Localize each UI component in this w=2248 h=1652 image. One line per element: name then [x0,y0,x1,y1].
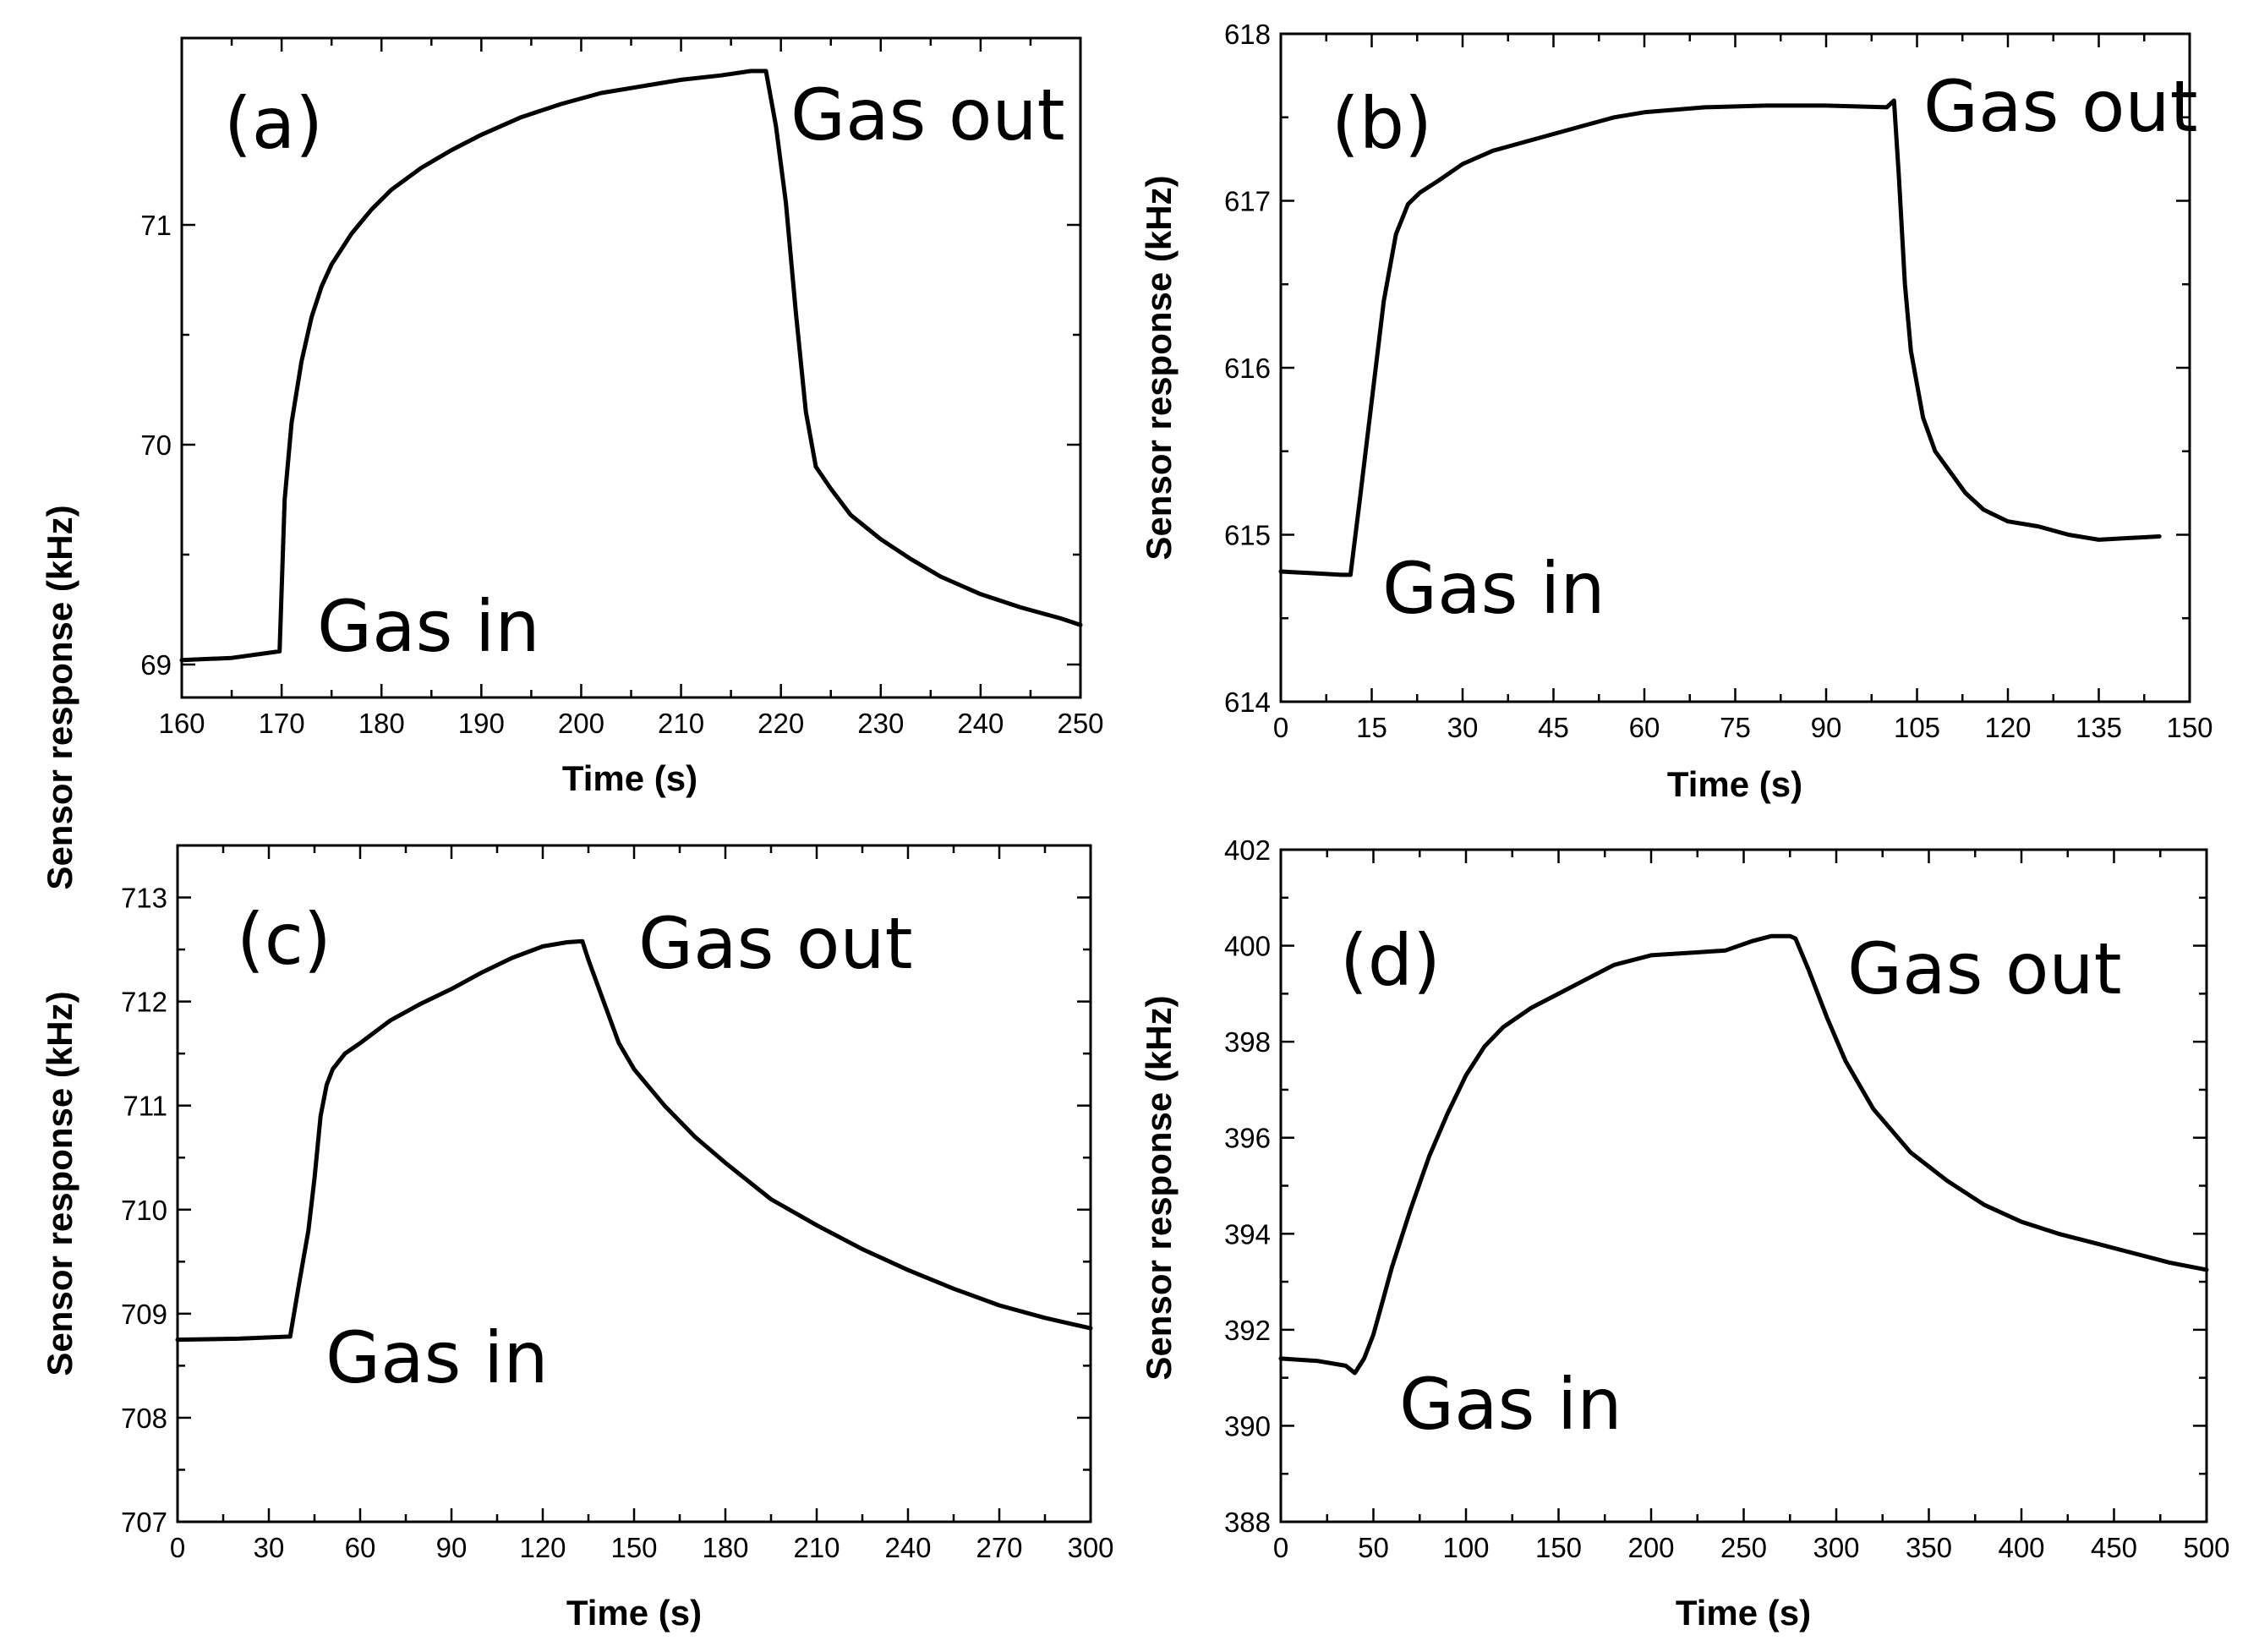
y-tick-label: 394 [1224,1218,1271,1250]
y-tick-label: 70 [140,429,172,461]
panel-c: 0 30 60 90 120 150 180 210 240 270 300 707 708 709 710… [40,844,1114,1633]
x-tick-label: 220 [758,708,804,739]
y-tick-label: 707 [121,1507,167,1538]
y-tick-label: 392 [1224,1315,1271,1346]
x-axis-title: Time (s) [566,1593,702,1633]
ticks-layer: 160 170 180 190 200 210 220 230 240 250 69 70 71 [140,38,1104,739]
y-tick-label: 400 [1224,931,1271,962]
annotation-gas-out: Gas out [790,74,1065,156]
series-line-response [175,938,1093,1343]
series-line-response [179,68,1083,663]
x-tick-label: 400 [1998,1532,2044,1563]
x-tick-label: 250 [1720,1532,1767,1563]
annotation-gas-out: Gas out [1847,927,2122,1010]
x-tick-label: 150 [1535,1532,1582,1563]
y-tick-label: 396 [1224,1123,1271,1154]
x-tick-label: 230 [857,708,904,739]
panel-tag: (c) [237,898,331,981]
y-tick-label: 618 [1224,19,1271,50]
panel-d: 0 50 100 150 200 250 300 350 400 450 500 388 390 392 3… [1139,834,2230,1633]
ticks-layer: 0 30 60 90 120 150 180 210 240 270 300 707 708 709 710… [121,845,1114,1563]
x-axis-title: Time (s) [1667,764,1802,804]
x-tick-label: 50 [1358,1532,1389,1563]
y-tick-label: 712 [121,987,167,1018]
y-tick-label: 711 [123,1091,167,1122]
y-tick-label: 713 [121,883,167,914]
x-tick-label: 30 [254,1532,285,1563]
x-tick-label: 240 [957,708,1004,739]
x-tick-label: 300 [1813,1532,1859,1563]
x-tick-label: 60 [1629,712,1660,743]
y-tick-label: 390 [1224,1410,1271,1441]
panel-b: 0 15 30 45 60 75 90 105 120 135 150 614 615 616 617 618… [1139,19,2213,804]
y-tick-label: 615 [1224,520,1271,551]
x-tick-label: 90 [1811,712,1842,743]
series-line-response [1278,933,2209,1376]
x-tick-label: 200 [1627,1532,1674,1563]
annotation-gas-in: Gas in [1382,547,1605,630]
x-tick-label: 350 [1906,1532,1952,1563]
x-tick-label: 75 [1720,712,1751,743]
x-axis-title: Time (s) [1676,1593,1811,1633]
annotation-gas-out: Gas out [1923,65,2198,148]
annotation-gas-in: Gas in [325,1316,549,1399]
panel-a: 160 170 180 190 200 210 220 230 240 250 69 70 71 Tim… [40,36,1104,890]
x-tick-label: 250 [1057,708,1103,739]
x-tick-label: 300 [1067,1532,1113,1563]
annotation-gas-in: Gas in [317,585,540,668]
y-axis-title: Sensor response (kHz) [1139,995,1179,1380]
y-tick-label: 709 [121,1299,167,1330]
x-tick-label: 15 [1356,712,1387,743]
x-tick-label: 150 [610,1532,657,1563]
x-tick-label: 105 [1894,712,1940,743]
annotation-gas-in: Gas in [1399,1363,1622,1446]
y-axis-title: Sensor response (kHz) [40,505,79,889]
x-tick-label: 90 [436,1532,468,1563]
panel-tag: (a) [224,82,323,165]
x-tick-label: 150 [2166,712,2212,743]
x-tick-label: 135 [2076,712,2122,743]
x-tick-label: 240 [884,1532,931,1563]
x-axis-title: Time (s) [562,758,697,798]
y-tick-label: 614 [1224,687,1271,718]
x-tick-label: 30 [1447,712,1479,743]
x-tick-label: 270 [976,1532,1022,1563]
ticks-layer: 0 50 100 150 200 250 300 350 400 450 500 388 390 392 3… [1224,834,2230,1563]
panel-tag: (d) [1340,919,1441,1002]
y-axis-title: Sensor response (kHz) [1139,175,1179,560]
y-tick-label: 398 [1224,1026,1271,1058]
x-tick-label: 170 [259,708,305,739]
x-tick-label: 450 [2091,1532,2137,1563]
y-tick-label: 710 [121,1195,167,1226]
y-tick-label: 402 [1224,834,1271,866]
panel-tag: (b) [1332,82,1432,165]
x-tick-label: 120 [1984,712,2031,743]
x-tick-label: 0 [1273,712,1288,743]
x-tick-label: 100 [1442,1532,1489,1563]
series-line-response [1278,98,2162,577]
y-tick-label: 69 [140,649,172,681]
y-tick-label: 617 [1224,186,1271,217]
x-tick-label: 180 [358,708,405,739]
x-tick-label: 0 [170,1532,185,1563]
x-tick-label: 190 [458,708,505,739]
y-tick-label: 388 [1224,1507,1271,1538]
y-axis-title: Sensor response (kHz) [40,991,79,1376]
annotation-gas-out: Gas out [638,902,913,985]
x-tick-label: 210 [793,1532,840,1563]
y-tick-label: 71 [140,210,172,241]
x-tick-label: 500 [2183,1532,2229,1563]
x-tick-label: 120 [519,1532,566,1563]
x-tick-label: 210 [658,708,704,739]
x-tick-label: 45 [1538,712,1569,743]
y-tick-label: 708 [121,1403,167,1434]
x-tick-label: 160 [158,708,205,739]
x-tick-label: 180 [702,1532,748,1563]
x-tick-label: 0 [1273,1532,1288,1563]
ticks-layer: 0 15 30 45 60 75 90 105 120 135 150 614 615 616 617 618 [1224,19,2213,743]
x-tick-label: 200 [558,708,604,739]
x-tick-label: 60 [345,1532,376,1563]
y-tick-label: 616 [1224,353,1271,384]
